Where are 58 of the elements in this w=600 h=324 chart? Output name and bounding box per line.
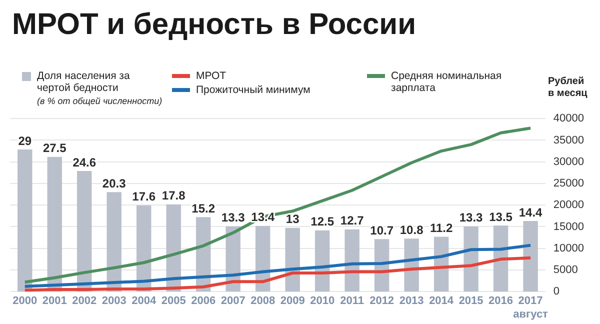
y2-tick-label: 10000 xyxy=(553,242,584,254)
legend-label: МРОТ xyxy=(196,70,226,82)
x-tick-label: 2015 xyxy=(458,295,484,308)
x-tick-label: 2010 xyxy=(310,295,335,308)
bar xyxy=(523,221,538,292)
bar xyxy=(77,171,92,292)
x-tick-label: 2003 xyxy=(102,295,126,308)
x-tick-label: 2001 xyxy=(42,295,67,308)
data-label: 12.7 xyxy=(340,214,364,228)
y2-tick-label: 0 xyxy=(553,286,560,298)
y2-axis-title: Рублей в месяц xyxy=(548,76,588,100)
y2-tick-label: 30000 xyxy=(553,156,584,168)
legend-label: Прожиточный минимум xyxy=(196,84,310,96)
data-label: 12.5 xyxy=(310,214,334,229)
data-label: 20.3 xyxy=(102,176,126,190)
legend-label: Доля населения за чертой бедности xyxy=(37,70,130,94)
text: (в % от общей численности) xyxy=(37,95,162,107)
y2-tick-label: 35000 xyxy=(553,134,584,146)
bar xyxy=(18,149,32,292)
bar xyxy=(47,156,62,292)
data-label: 13.5 xyxy=(489,210,513,224)
data-label: 17.8 xyxy=(162,188,186,203)
x-tick-label: 2007 xyxy=(220,295,246,308)
y2-tick-label: 20000 xyxy=(553,199,584,212)
y2-tick-label: 5000 xyxy=(553,264,578,276)
x-tick-label: 2013 xyxy=(399,295,424,308)
x-tick-label: 2000 xyxy=(12,295,38,308)
bar xyxy=(166,204,181,292)
x-tick-label: 2005 xyxy=(161,295,186,308)
x-tick-label: 2009 xyxy=(280,295,305,308)
x-tick-label: 2006 xyxy=(191,295,216,308)
data-label: 24.6 xyxy=(72,155,96,170)
bar xyxy=(285,228,300,292)
x-tick-label: 2014 xyxy=(429,295,454,308)
data-label: 13 xyxy=(286,212,300,226)
data-label: 27.5 xyxy=(42,141,67,156)
x-tick-label: 2012 xyxy=(370,295,394,308)
x-tick-label: 2011 xyxy=(340,295,364,308)
data-label: 29 xyxy=(18,134,32,148)
data-label: 13.3 xyxy=(221,210,246,225)
chart-title: МРОТ и бедность в России xyxy=(12,8,416,42)
legend-label: Средняя номинальная зарплата xyxy=(391,70,503,94)
data-label: 11.2 xyxy=(430,221,453,236)
data-label: 13.3 xyxy=(459,210,484,225)
y2-tick-label: 15000 xyxy=(553,220,584,233)
bar xyxy=(464,226,478,292)
x-tick-label: 2002 xyxy=(72,295,97,308)
y2-tick-label: 40000 xyxy=(553,112,584,125)
x-tick-label: 2017 август xyxy=(513,295,549,320)
data-label: 10.7 xyxy=(370,223,394,238)
data-label: 15.2 xyxy=(192,201,216,216)
data-label: 10.8 xyxy=(400,222,424,237)
x-tick-label: 2016 xyxy=(488,295,514,308)
data-label: 17.6 xyxy=(132,190,156,204)
x-tick-label: 2004 xyxy=(132,295,157,308)
y2-tick-label: 25000 xyxy=(553,178,584,190)
x-tick-label: 2008 xyxy=(250,295,276,308)
data-label: 14.4 xyxy=(518,205,543,220)
